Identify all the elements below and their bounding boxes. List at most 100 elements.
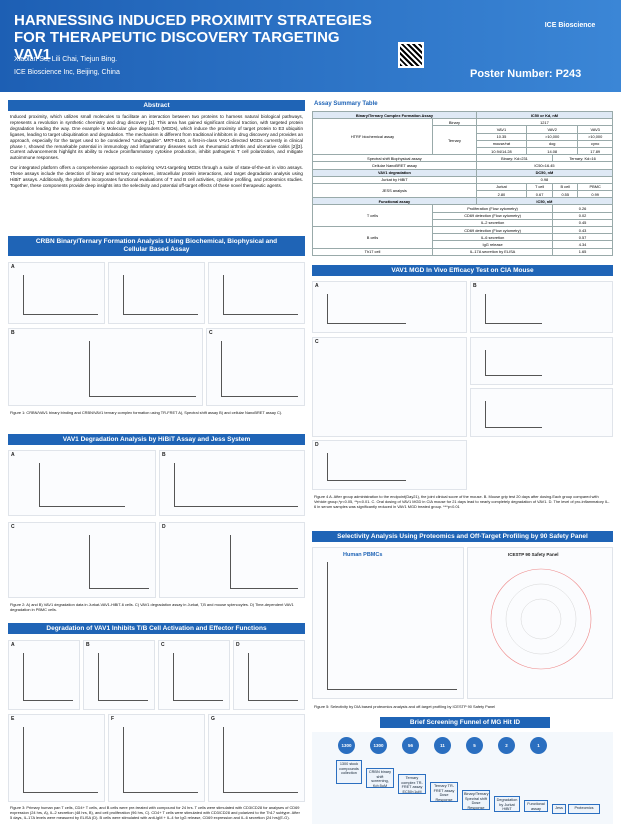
figure-panel <box>208 262 305 324</box>
caption: Figure 4 A. After group administration t… <box>314 494 610 509</box>
cell: 17.89 <box>577 146 613 156</box>
cell: PBMC <box>577 182 613 192</box>
cell: JESS analysis <box>312 182 477 199</box>
affiliation: ICE Bioscience Inc, Beijing, China <box>14 69 120 76</box>
section-heading: Selectivity Analysis Using Proteomics an… <box>312 531 613 542</box>
cell: 2.80 <box>475 190 528 199</box>
figure-panel <box>470 337 613 385</box>
cell: 4.34 <box>552 240 613 249</box>
figure-panel: A <box>312 281 467 333</box>
cell: Th17 cell <box>312 247 433 256</box>
panel-label: C <box>161 642 165 648</box>
panel-label: B <box>473 283 477 289</box>
panel-label: A <box>315 283 319 289</box>
count: 2 <box>498 737 515 754</box>
section-heading: CRBN Binary/Ternary Formation Analysis U… <box>8 236 305 256</box>
title: HARNESSING INDUCED PROXIMITY STRATEGIES … <box>14 12 372 63</box>
step: CRBN binary shift screening, Kd<5uM <box>366 768 394 788</box>
count: 5 <box>466 737 483 754</box>
figure-panel: E <box>8 714 105 802</box>
cell: 0.67 <box>526 190 554 199</box>
caption: Figure 2: A) and B) VAV1 degradation dat… <box>10 602 294 612</box>
section-heading: Abstract <box>8 100 305 111</box>
section-heading: Degradation of VAV1 Inhibits T/B Cell Ac… <box>8 623 305 634</box>
figure-panel: B <box>159 450 305 516</box>
panel-label: D <box>162 524 166 530</box>
cell: IL-2 secretion <box>431 218 554 228</box>
step: Proteomics <box>568 804 600 814</box>
figure-panel: G <box>208 714 305 802</box>
panel-label: B <box>86 642 90 648</box>
figure-panel: Human PBMCs <box>312 547 464 699</box>
cell: >10,000 <box>577 132 613 141</box>
panel-label: A <box>11 452 15 458</box>
cell: VAV1 degradation <box>312 168 477 177</box>
step: Degradation by Jurkat HiBiT <box>494 796 520 812</box>
panel-label: C <box>11 524 15 530</box>
figure-panel <box>470 388 613 437</box>
figure-panel: C <box>206 328 305 406</box>
qr-code <box>398 42 424 68</box>
cell: Functional assay <box>312 197 477 206</box>
panel-title: ICESTP 90 Safety Panel <box>508 552 559 557</box>
radar-decor <box>490 568 592 670</box>
cell: 0.57 <box>552 233 613 242</box>
panel-label: G <box>211 716 215 722</box>
figure-panel: A <box>8 450 156 516</box>
cell: CD69 detection (Flow cytometry) <box>431 211 554 220</box>
cell: 0.45 <box>552 218 613 228</box>
cell: 14.08 <box>526 146 579 156</box>
cell: Spectral shift Biophysical assay <box>312 154 477 163</box>
cell: IC50 or Kd, nM <box>475 110 614 120</box>
cell: 0.43 <box>552 225 613 235</box>
header-band <box>0 0 621 92</box>
step: Ternary complex TR-FRET assay EC50<1uM <box>398 774 426 794</box>
count: 1 <box>530 737 547 754</box>
step: Binary/Ternary Spectral shift Dose Respo… <box>462 790 490 810</box>
figure-panel: C <box>312 337 467 437</box>
count: 56 <box>402 737 419 754</box>
cell: IC50, nM <box>475 197 614 206</box>
cell: 0.55 <box>552 190 579 199</box>
panel-label: A <box>11 264 15 270</box>
cell: dog <box>526 139 579 148</box>
cell: T cell <box>526 182 554 192</box>
cell: B cells <box>312 226 433 249</box>
cell: CD69 detection (Flow cytometry) <box>431 225 554 235</box>
cell: 10.94/14.28 <box>475 146 528 156</box>
cell: 0.02 <box>552 211 613 220</box>
caption: Figure 5: Selectivity by DIA based prote… <box>314 704 496 709</box>
cell: 1.65 <box>552 247 613 256</box>
cell: Ternary: Kd=16 <box>552 154 613 163</box>
figure-panel: ICESTP 90 Safety Panel <box>467 547 613 699</box>
poster-number: Poster Number: P243 <box>470 68 582 80</box>
cell: 1217 <box>475 118 614 127</box>
cell: VAV2 <box>526 125 579 134</box>
section-heading: VAV1 Degradation Analysis by HiBiT Assay… <box>8 434 305 445</box>
figure-panel: B <box>83 640 155 710</box>
cell: VAV1 <box>475 125 528 134</box>
cell: Binary: Kd=231 <box>475 154 554 163</box>
cell: T cells <box>312 204 433 227</box>
cell: IgG release <box>431 240 554 249</box>
panel-label: D <box>236 642 240 648</box>
step: Functional assay <box>524 800 548 812</box>
panel-label: D <box>315 442 319 448</box>
cell: DC50, nM <box>475 168 614 177</box>
table: Binary/Ternary Complex Formation Assay IC… <box>312 110 614 256</box>
panel-label: A <box>11 642 15 648</box>
figure-panel: C <box>158 640 230 710</box>
cell: VAV3 <box>577 125 613 134</box>
panel-label: F <box>111 716 115 722</box>
figure-panel: A <box>8 262 105 324</box>
figure-panel: B <box>8 328 203 406</box>
count: 11 <box>434 737 451 754</box>
cell: IC50=16.45 <box>475 161 614 170</box>
cell: HTRF biochemical assay <box>312 118 433 156</box>
cell: Ternary <box>432 125 477 156</box>
abstract-text: Induced proximity, which utilizes small … <box>10 114 303 193</box>
section-heading: VAV1 MGD In Vivo Efficacy Test on CIA Mo… <box>312 265 613 276</box>
cell: mouse/rat <box>475 139 528 148</box>
section-heading: Brief Screening Funnel of MG Hit ID <box>380 717 550 728</box>
panel-label: B <box>11 330 15 336</box>
